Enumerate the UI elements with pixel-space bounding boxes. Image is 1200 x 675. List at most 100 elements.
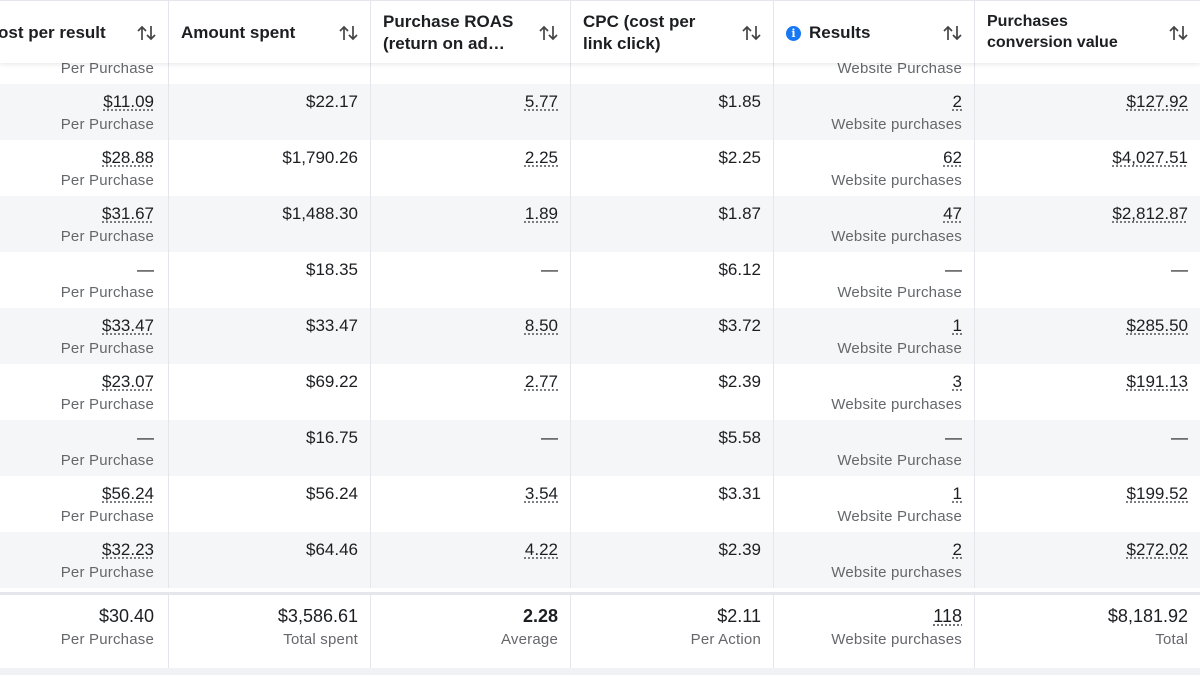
table-row[interactable]: $33.47 Per Purchase $33.47 8.50 $3.72 1 Websit… xyxy=(0,308,1200,364)
sort-icon[interactable] xyxy=(338,24,360,42)
cpc-value: $6.12 xyxy=(718,260,761,279)
cell-purchase-roas: 5.77 xyxy=(371,84,571,140)
table-header: ost per result Amount spent Purchase ROA… xyxy=(0,0,1200,63)
table-row[interactable]: $56.24 Per Purchase $56.24 3.54 $3.31 1 Websit… xyxy=(0,476,1200,532)
cost-per-result-sub-label: Per Purchase xyxy=(60,284,154,301)
cell-results: 1 Website Purchase xyxy=(774,476,975,532)
conversion-value-value[interactable]: $191.13 xyxy=(1126,372,1188,391)
cpc-value: $3.72 xyxy=(718,316,761,335)
cost-per-result-value[interactable]: $33.47 xyxy=(102,316,154,335)
cell-purchase-roas: 2.25 xyxy=(371,140,571,196)
purchase-roas-value[interactable]: 3.54 xyxy=(524,484,558,503)
cell-cost-per-result: $11.09 Per Purchase xyxy=(0,84,169,140)
cell-results: — Website Purchase xyxy=(774,252,975,308)
results-value[interactable]: 47 xyxy=(943,204,962,223)
sort-icon[interactable] xyxy=(538,24,560,42)
purchase-roas-value[interactable]: 5.77 xyxy=(524,92,558,111)
results-sub-label: Website Purchase xyxy=(837,60,962,77)
results-value[interactable]: 1 xyxy=(952,484,962,503)
results-value[interactable]: 2 xyxy=(952,92,962,111)
column-label: Purchases conversion value xyxy=(987,13,1118,51)
results-value[interactable]: 2 xyxy=(952,540,962,559)
cell-cost-per-result: $33.47 Per Purchase xyxy=(0,308,169,364)
purchase-roas-value[interactable]: 8.50 xyxy=(524,316,558,335)
cpc-value: $5.58 xyxy=(718,428,761,447)
sort-icon[interactable] xyxy=(741,24,763,42)
table-row[interactable]: — Per Purchase $16.75 — $5.58 — Website Purcha… xyxy=(0,420,1200,476)
info-icon[interactable]: i xyxy=(786,26,801,41)
cell-conversion-value: $191.13 xyxy=(975,364,1200,420)
purchase-roas-value[interactable]: 2.77 xyxy=(524,372,558,391)
cost-per-result-sub-label: Per Purchase xyxy=(60,564,154,581)
cell-results: — Website Purchase xyxy=(774,420,975,476)
cell-amount-spent: $64.46 xyxy=(169,532,371,588)
purchase-roas-value[interactable]: 1.89 xyxy=(524,204,558,223)
column-header-purchases-conversion-value[interactable]: Purchases conversion value xyxy=(975,1,1200,63)
cell-conversion-value: — xyxy=(975,252,1200,308)
cost-per-result-sub-label: Per Purchase xyxy=(60,228,154,245)
sort-icon[interactable] xyxy=(1168,24,1190,42)
cell-conversion-value: $2,812.87 xyxy=(975,196,1200,252)
conversion-value-value[interactable]: $272.02 xyxy=(1126,540,1188,559)
conversion-value-value[interactable]: $127.92 xyxy=(1126,92,1188,111)
cell-cost-per-result: $23.07 Per Purchase xyxy=(0,364,169,420)
results-value[interactable]: 62 xyxy=(943,148,962,167)
column-header-results[interactable]: i Results xyxy=(774,1,975,63)
conversion-value-value[interactable]: $285.50 xyxy=(1126,316,1188,335)
cell-conversion-value: $285.50 xyxy=(975,308,1200,364)
column-header-purchase-roas[interactable]: Purchase ROAS (return on ad… xyxy=(371,1,571,63)
purchase-roas-value[interactable]: 2.25 xyxy=(524,148,558,167)
cost-sub-label: Per Purchase xyxy=(60,60,154,77)
amount-spent-value: $69.22 xyxy=(306,372,358,391)
cell-amount-spent: $16.75 xyxy=(169,420,371,476)
cell-cost-per-result: $56.24 Per Purchase xyxy=(0,476,169,532)
table-row[interactable]: — Per Purchase $18.35 — $6.12 — Website Purcha… xyxy=(0,252,1200,308)
table-row[interactable]: $11.09 Per Purchase $22.17 5.77 $1.85 2 Websit… xyxy=(0,84,1200,140)
table-row[interactable]: $31.67 Per Purchase $1,488.30 1.89 $1.87 47 We… xyxy=(0,196,1200,252)
cost-per-result-value[interactable]: $11.09 xyxy=(103,92,154,111)
summary-roas-sub: Average xyxy=(501,631,558,648)
summary-spent-sub: Total spent xyxy=(283,631,358,648)
summary-results-sub: Website purchases xyxy=(831,631,962,648)
table-row[interactable]: $23.07 Per Purchase $69.22 2.77 $2.39 3 Websit… xyxy=(0,364,1200,420)
purchase-roas-value[interactable]: 4.22 xyxy=(524,540,558,559)
column-label: Amount spent xyxy=(181,23,296,42)
cell-cost-per-result: $28.88 Per Purchase xyxy=(0,140,169,196)
cell-conversion-value: $199.52 xyxy=(975,476,1200,532)
cost-per-result-value: — xyxy=(137,428,154,447)
conversion-value-value[interactable]: $4,027.51 xyxy=(1112,148,1188,167)
cost-per-result-value[interactable]: $31.67 xyxy=(102,204,154,223)
cell-conversion-value: $272.02 xyxy=(975,532,1200,588)
cost-per-result-value[interactable]: $56.24 xyxy=(102,484,154,503)
cell-amount-spent: $56.24 xyxy=(169,476,371,532)
results-sub-label: Website Purchase xyxy=(837,340,962,357)
summary-results-link[interactable]: 118 xyxy=(933,606,962,626)
cost-per-result-value[interactable]: $28.88 xyxy=(102,148,154,167)
cell-cost-per-result: $31.67 Per Purchase xyxy=(0,196,169,252)
column-header-cpc[interactable]: CPC (cost per link click) xyxy=(571,1,774,63)
summary-row: $30.40 Per Purchase $3,586.61 Total spen… xyxy=(0,592,1200,673)
table-row[interactable]: $28.88 Per Purchase $1,790.26 2.25 $2.25 62 We… xyxy=(0,140,1200,196)
results-value[interactable]: 1 xyxy=(952,316,962,335)
conversion-value-value[interactable]: $199.52 xyxy=(1126,484,1188,503)
cell-purchase-roas: 8.50 xyxy=(371,308,571,364)
cost-per-result-value[interactable]: $32.23 xyxy=(102,540,154,559)
sort-icon[interactable] xyxy=(136,24,158,42)
cell-cpc: $2.25 xyxy=(571,140,774,196)
conversion-value-value[interactable]: $2,812.87 xyxy=(1112,204,1188,223)
amount-spent-value: $64.46 xyxy=(306,540,358,559)
results-sub-label: Website purchases xyxy=(831,564,962,581)
cell-conversion-value: — xyxy=(975,420,1200,476)
cell-purchase-roas: 2.77 xyxy=(371,364,571,420)
column-header-cost-per-result[interactable]: ost per result xyxy=(0,1,169,63)
results-value[interactable]: 3 xyxy=(952,372,962,391)
table-bottom-edge xyxy=(0,668,1200,675)
summary-cost-sub: Per Purchase xyxy=(60,631,154,648)
cell-cost-per-result: $32.23 Per Purchase xyxy=(0,532,169,588)
table-row[interactable]: $32.23 Per Purchase $64.46 4.22 $2.39 2 Websit… xyxy=(0,532,1200,588)
cell-amount-spent: $1,790.26 xyxy=(169,140,371,196)
cost-per-result-value[interactable]: $23.07 xyxy=(102,372,154,391)
column-header-amount-spent[interactable]: Amount spent xyxy=(169,1,371,63)
sort-icon[interactable] xyxy=(942,24,964,42)
